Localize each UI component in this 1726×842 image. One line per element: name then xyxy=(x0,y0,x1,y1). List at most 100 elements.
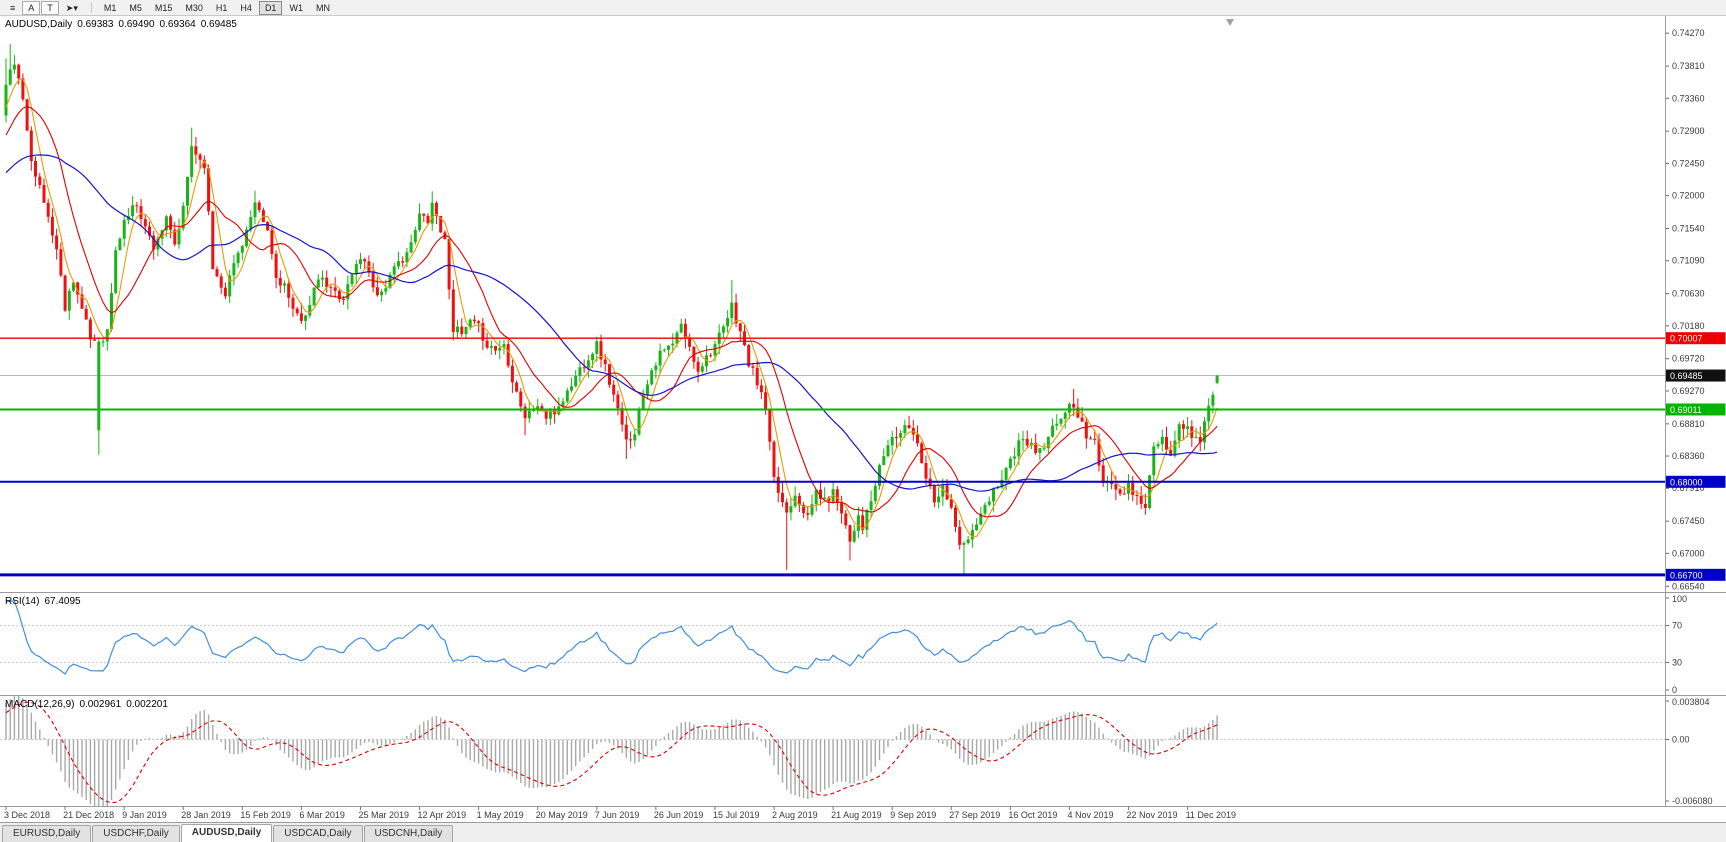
svg-text:0.67910: 0.67910 xyxy=(1672,483,1705,493)
chart-tab-usdcad[interactable]: USDCAD,Daily xyxy=(273,825,363,842)
svg-text:0.72000: 0.72000 xyxy=(1672,191,1705,201)
svg-text:0: 0 xyxy=(1672,685,1677,695)
svg-text:6 Mar 2019: 6 Mar 2019 xyxy=(299,810,345,820)
annotate-a-icon[interactable]: A xyxy=(22,0,41,15)
svg-text:70: 70 xyxy=(1672,621,1682,631)
svg-text:4 Nov 2019: 4 Nov 2019 xyxy=(1067,810,1113,820)
chart-shift-marker[interactable] xyxy=(1226,19,1234,26)
timeframe-m1-button[interactable]: M1 xyxy=(103,2,117,13)
chart-ohlc-header: AUDUSD,Daily 0.69383 0.69490 0.69364 0.69485 xyxy=(5,19,237,30)
svg-text:0.68000: 0.68000 xyxy=(1670,477,1703,487)
macd-signal-line xyxy=(5,701,1218,804)
price-scale[interactable] xyxy=(1665,16,1726,806)
timeframe-m15-button[interactable]: M15 xyxy=(154,2,173,13)
timeframe-h4-button[interactable]: H4 xyxy=(240,2,252,13)
svg-text:0.67450: 0.67450 xyxy=(1672,516,1705,526)
rsi-line xyxy=(5,600,1218,675)
timeframe-d1-button[interactable]: D1 xyxy=(258,0,283,15)
svg-text:0.69011: 0.69011 xyxy=(1670,405,1702,415)
timeframe-w1-button[interactable]: W1 xyxy=(289,2,303,13)
chart-tabs-bar: EURUSD,Daily USDCHF,Daily AUDUSD,Daily USDC… xyxy=(0,822,1726,842)
price-scale-ticks: 0.74270 0.73810 0.73360 0.72900 0.72450 0.720… xyxy=(1665,28,1726,591)
macd-value-signal: 0.002201 xyxy=(126,699,168,710)
rsi-value: 67.4095 xyxy=(44,596,81,607)
macd-plot[interactable] xyxy=(0,696,1665,806)
ohlc-close: 0.69485 xyxy=(200,19,237,30)
chart-tab-audusd[interactable]: AUDUSD,Daily xyxy=(180,824,273,842)
svg-text:0.72450: 0.72450 xyxy=(1672,158,1705,168)
svg-text:20 May 2019: 20 May 2019 xyxy=(536,810,588,820)
timeframe-h1-button[interactable]: H1 xyxy=(215,2,228,13)
ohlc-low: 0.69364 xyxy=(159,19,196,30)
support-line-blue-lower-price-label xyxy=(1665,568,1726,581)
macd-indicator-label: MACD(12,26,9) 0.002961 0.002201 xyxy=(5,699,168,710)
main-price-pane xyxy=(0,43,1665,577)
support-line-green-price-label xyxy=(1665,403,1726,416)
svg-text:0.72900: 0.72900 xyxy=(1672,126,1705,136)
svg-text:15 Jul 2019: 15 Jul 2019 xyxy=(713,810,760,820)
svg-text:0.69720: 0.69720 xyxy=(1672,354,1705,364)
annotate-t-icon[interactable]: T xyxy=(41,0,59,15)
chart-canvas: 0.74270 0.73810 0.73360 0.72900 0.72450 0.720… xyxy=(0,16,1726,822)
svg-text:21 Aug 2019: 21 Aug 2019 xyxy=(831,810,882,820)
time-scale[interactable] xyxy=(0,806,1726,822)
chart-window: 0.74270 0.73810 0.73360 0.72900 0.72450 0.720… xyxy=(0,16,1726,822)
bid-price-label xyxy=(1665,369,1726,382)
svg-text:21 Dec 2018: 21 Dec 2018 xyxy=(63,810,114,820)
svg-text:0.66700: 0.66700 xyxy=(1670,570,1703,580)
svg-text:12 Apr 2019: 12 Apr 2019 xyxy=(418,810,467,820)
svg-text:1 May 2019: 1 May 2019 xyxy=(477,810,524,820)
rsi-plot[interactable] xyxy=(0,593,1665,695)
svg-text:7 Jun 2019: 7 Jun 2019 xyxy=(595,810,640,820)
chart-tab-usdchf[interactable]: USDCHF,Daily xyxy=(92,825,180,842)
macd-pane xyxy=(0,696,1665,806)
timeframe-mn-button[interactable]: MN xyxy=(315,2,330,13)
svg-text:25 Mar 2019: 25 Mar 2019 xyxy=(358,810,409,820)
svg-text:0.69270: 0.69270 xyxy=(1672,386,1705,396)
toolbar-separator xyxy=(90,2,92,13)
chart-tab-usdcnh[interactable]: USDCNH,Daily xyxy=(363,825,454,842)
svg-text:28 Jan 2019: 28 Jan 2019 xyxy=(181,810,231,820)
macd-name: MACD(12,26,9) xyxy=(5,699,75,710)
pointer-tool-icon[interactable]: ➤▾ xyxy=(65,2,78,13)
timeframe-m5-button[interactable]: M5 xyxy=(129,2,142,13)
svg-text:0.70630: 0.70630 xyxy=(1672,289,1705,299)
rsi-name: RSI(14) xyxy=(5,596,40,607)
resistance-line-red-price-label xyxy=(1665,332,1726,345)
macd-histogram xyxy=(5,696,1218,806)
svg-text:30: 30 xyxy=(1672,657,1682,667)
ma-mid-line xyxy=(5,105,1218,518)
chart-tab-eurusd[interactable]: EURUSD,Daily xyxy=(2,825,92,842)
candles-layer xyxy=(4,43,1219,575)
ma-fast-line xyxy=(5,78,1218,538)
svg-text:0.66540: 0.66540 xyxy=(1672,581,1705,591)
svg-text:27 Sep 2019: 27 Sep 2019 xyxy=(949,810,1000,820)
svg-text:0.71540: 0.71540 xyxy=(1672,224,1705,234)
svg-text:0.74270: 0.74270 xyxy=(1672,28,1705,38)
svg-text:100: 100 xyxy=(1672,594,1687,604)
svg-text:9 Jan 2019: 9 Jan 2019 xyxy=(122,810,167,820)
svg-text:0.71090: 0.71090 xyxy=(1672,256,1705,266)
svg-text:0.73360: 0.73360 xyxy=(1672,93,1705,103)
svg-text:3 Dec 2018: 3 Dec 2018 xyxy=(4,810,50,820)
symbol-label: AUDUSD,Daily xyxy=(5,19,73,30)
svg-text:0.68810: 0.68810 xyxy=(1672,419,1705,429)
main-chart-plot[interactable] xyxy=(0,16,1665,592)
top-toolbar: ≡ A T ➤▾ M1 M5 M15 M30 H1 H4 D1 W1 MN xyxy=(0,0,1726,16)
svg-text:15 Feb 2019: 15 Feb 2019 xyxy=(240,810,291,820)
svg-text:0.003804: 0.003804 xyxy=(1672,697,1710,707)
svg-text:2 Aug 2019: 2 Aug 2019 xyxy=(772,810,818,820)
time-axis: 3 Dec 2018 21 Dec 2018 9 Jan 2019 28 Jan 20… xyxy=(4,806,1236,820)
svg-text:22 Nov 2019: 22 Nov 2019 xyxy=(1127,810,1178,820)
svg-text:0.69485: 0.69485 xyxy=(1670,371,1703,381)
svg-text:0.67000: 0.67000 xyxy=(1672,548,1705,558)
svg-text:9 Sep 2019: 9 Sep 2019 xyxy=(890,810,936,820)
svg-text:16 Oct 2019: 16 Oct 2019 xyxy=(1008,810,1057,820)
svg-text:11 Dec 2019: 11 Dec 2019 xyxy=(1186,810,1236,820)
chart-menu-icon[interactable]: ≡ xyxy=(10,2,16,13)
svg-text:0.68360: 0.68360 xyxy=(1672,451,1705,461)
svg-text:0.70007: 0.70007 xyxy=(1670,334,1703,344)
support-line-blue-price-label xyxy=(1665,475,1726,488)
timeframe-m30-button[interactable]: M30 xyxy=(185,2,203,13)
